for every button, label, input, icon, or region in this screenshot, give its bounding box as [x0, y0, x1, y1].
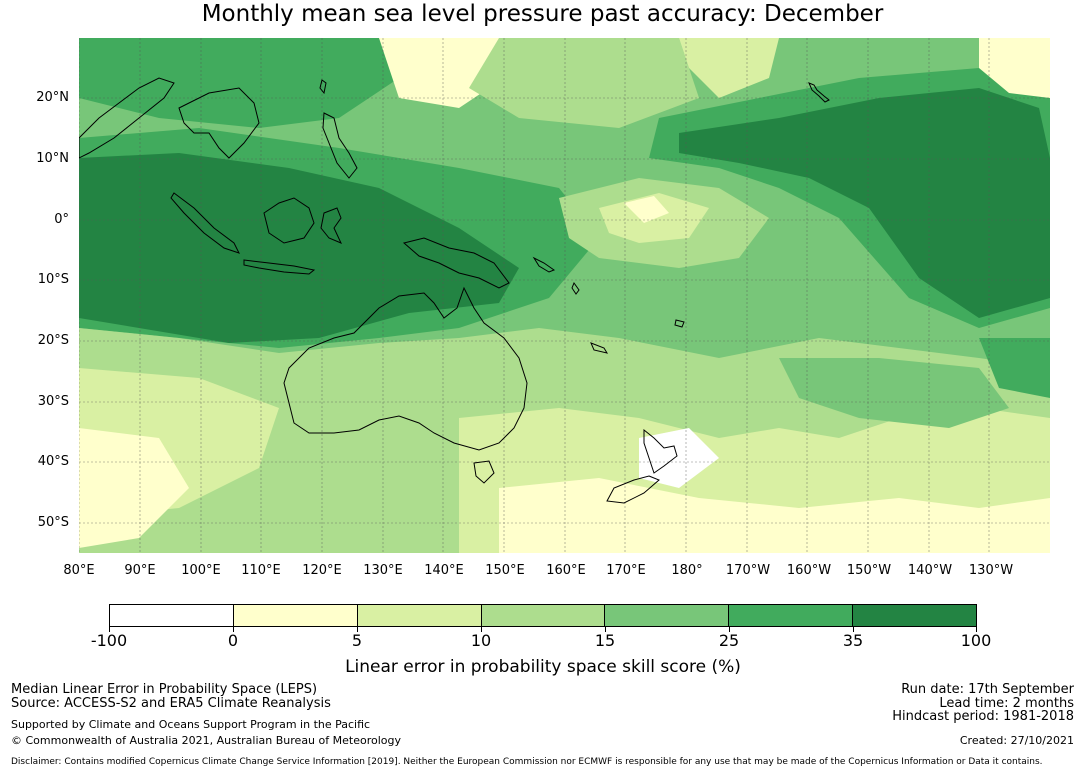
- colorbar-tick-label: 5: [351, 631, 363, 650]
- lon-label-160e: 160°E: [546, 563, 586, 578]
- philippines-coastline: [322, 112, 358, 179]
- lon-label-170w: 170°W: [725, 563, 771, 578]
- lon-label-170e: 170°E: [606, 563, 646, 578]
- lon-label-120e: 120°E: [302, 563, 342, 578]
- solomon-islands-coastline: [532, 256, 556, 273]
- graticule: [79, 38, 1050, 553]
- lon-label-130w: 130°W: [968, 563, 1014, 578]
- colorbar-title: Linear error in probability space skill …: [345, 657, 741, 677]
- skill-zone-north-central: [469, 38, 699, 128]
- skill-zone-south-pacific-east: [979, 338, 1050, 398]
- method-text: Median Linear Error in Probability Space…: [11, 682, 318, 697]
- tasmania-coastline: [473, 460, 495, 484]
- coastlines: [79, 77, 830, 504]
- borneo-coastline: [263, 197, 315, 244]
- lon-label-180: 180°: [671, 563, 703, 578]
- lat-label-20n: 20°N: [36, 90, 69, 105]
- lat-label-40s: 40°S: [37, 454, 69, 469]
- colorbar-segment-5-10: [357, 605, 482, 626]
- copyright-text: © Commonwealth of Australia 2021, Austra…: [11, 734, 401, 747]
- colorbar-tick-label: -100: [90, 631, 128, 650]
- lead-time-text: Lead time: 2 months: [939, 696, 1074, 711]
- skill-zone-north-east-pale: [679, 38, 779, 98]
- colorbar-tick-label: 100: [960, 631, 992, 650]
- colorbar-segment-0-5: [233, 605, 358, 626]
- colorbar-tick-label: 25: [718, 631, 740, 650]
- new-zealand-north-coastline: [643, 428, 678, 474]
- lat-label-50s: 50°S: [37, 515, 69, 530]
- lon-label-140e: 140°E: [424, 563, 464, 578]
- colorbar-segment-neg100-0: [110, 605, 234, 626]
- colorbar-tick-label: 15: [594, 631, 616, 650]
- created-text: Created: 27/10/2021: [959, 734, 1074, 747]
- colorbar-tick-mark: [109, 627, 110, 632]
- lon-label-100e: 100°E: [181, 563, 221, 578]
- colorbar-tick-mark: [729, 627, 730, 632]
- colorbar-tick-label: 35: [842, 631, 864, 650]
- lat-label-20s: 20°S: [37, 333, 69, 348]
- hawaii-coastline: [808, 82, 830, 103]
- skill-zone-asia: [79, 38, 399, 128]
- skill-zone-north-pacific-dark: [679, 88, 1050, 318]
- colorbar-tick-mark: [976, 627, 977, 632]
- lat-label-10s: 10°S: [37, 272, 69, 287]
- fiji-coastline: [674, 319, 685, 328]
- support-text: Supported by Climate and Oceans Support …: [11, 718, 371, 731]
- skill-zone-south-indian-pale: [79, 428, 189, 548]
- lon-label-140w: 140°W: [907, 563, 953, 578]
- colorbar-tick-mark: [357, 627, 358, 632]
- skill-zone-equatorial-core: [624, 196, 669, 223]
- sulawesi-coastline: [320, 207, 342, 244]
- java-coastline: [243, 259, 316, 275]
- disclaimer-text: Disclaimer: Contains modified Copernicus…: [11, 757, 1043, 767]
- colorbar: [109, 604, 977, 627]
- skill-zone-south-pacific: [779, 358, 1009, 428]
- new-zealand-south-coastline: [606, 475, 660, 504]
- lat-label-10n: 10°N: [36, 151, 69, 166]
- hindcast-text: Hindcast period: 1981-2018: [892, 709, 1074, 724]
- colorbar-segment-10-15: [481, 605, 606, 626]
- australia-coastline: [283, 286, 528, 451]
- lon-label-130e: 130°E: [363, 563, 403, 578]
- colorbar-tick-label: 0: [227, 631, 239, 650]
- skill-zone-maritime-continent: [79, 153, 519, 343]
- skill-zone-northeast-corner: [979, 38, 1050, 98]
- india-coastline: [79, 77, 175, 159]
- vanuatu-coastline: [571, 281, 580, 295]
- colorbar-segment-35-100: [853, 605, 977, 626]
- colorbar-segment-15-25: [605, 605, 730, 626]
- lon-label-150w: 150°W: [846, 563, 892, 578]
- lon-label-80e: 80°E: [63, 563, 95, 578]
- lat-label-0: 0°: [54, 212, 69, 227]
- lon-label-110e: 110°E: [241, 563, 281, 578]
- colorbar-tick-mark: [605, 627, 606, 632]
- source-text: Source: ACCESS-S2 and ERA5 Climate Reana…: [11, 696, 331, 711]
- lon-label-90e: 90°E: [124, 563, 156, 578]
- new-caledonia-coastline: [590, 342, 609, 354]
- skill-score-map: [79, 38, 1050, 553]
- map-canvas: [79, 38, 1050, 553]
- colorbar-tick-mark: [481, 627, 482, 632]
- indochina-coastline: [178, 87, 260, 159]
- map-title: Monthly mean sea level pressure past acc…: [201, 1, 884, 27]
- run-date-text: Run date: 17th September: [901, 682, 1074, 697]
- colorbar-segment-25-35: [729, 605, 854, 626]
- taiwan-coastline: [319, 79, 327, 95]
- colorbar-tick-mark: [853, 627, 854, 632]
- colorbar-tick-mark: [233, 627, 234, 632]
- new-guinea-coastline: [402, 237, 510, 289]
- lon-label-150e: 150°E: [485, 563, 525, 578]
- lon-label-160w: 160°W: [786, 563, 832, 578]
- sumatra-coastline: [170, 192, 240, 254]
- lat-label-30s: 30°S: [37, 394, 69, 409]
- colorbar-tick-label: 10: [470, 631, 492, 650]
